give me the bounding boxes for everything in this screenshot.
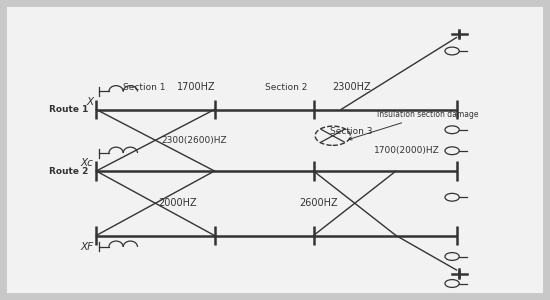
Text: Insulation section damage: Insulation section damage bbox=[349, 110, 478, 140]
Text: Route 1: Route 1 bbox=[50, 105, 89, 114]
Text: X: X bbox=[86, 97, 94, 107]
Text: Route 2: Route 2 bbox=[50, 167, 89, 176]
Text: Section 3: Section 3 bbox=[330, 127, 372, 136]
Text: 2600HZ: 2600HZ bbox=[300, 198, 338, 208]
Text: 1700(2000)HZ: 1700(2000)HZ bbox=[374, 146, 440, 155]
Text: 1700HZ: 1700HZ bbox=[177, 82, 216, 92]
Text: 2300(2600)HZ: 2300(2600)HZ bbox=[161, 136, 227, 145]
Text: Xc: Xc bbox=[81, 158, 94, 169]
Text: Section 1: Section 1 bbox=[123, 82, 166, 91]
Text: 2300HZ: 2300HZ bbox=[333, 82, 371, 92]
Text: Section 2: Section 2 bbox=[265, 82, 307, 91]
Text: 2000HZ: 2000HZ bbox=[158, 198, 197, 208]
Text: XF: XF bbox=[80, 242, 94, 253]
